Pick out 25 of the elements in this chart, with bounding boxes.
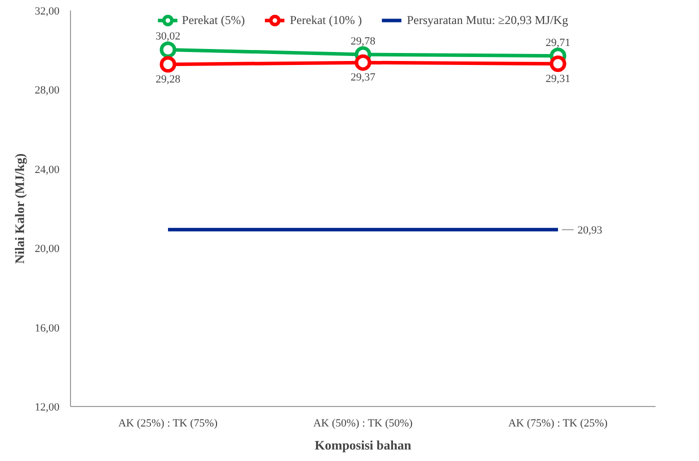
legend-label: Persyaratan Mutu: ≥20,93 MJ/Kg [406,12,568,28]
y-tick-label: 12,00 [34,402,60,414]
data-label: 29,78 [350,35,376,48]
y-tick-label: 20,00 [34,243,60,256]
x-tick-label: AK (75%) : TK (25%) [508,418,608,430]
data-label: 29,37 [350,72,376,84]
x-tick-label: AK (25%) : TK (75%) [118,418,218,430]
y-tick-label: 16,00 [34,322,60,334]
data-label: 20,93 [578,224,603,237]
data-label: 29,31 [546,72,570,85]
legend-label: Perekat (5%) [182,12,245,28]
point [354,54,372,71]
data-label: 29,71 [546,36,570,49]
y-tick-label: 32,00 [34,6,60,18]
legend-label: Perekat (10% ) [290,12,362,28]
x-axis-title: Komposisi bahan [314,438,412,452]
x-tick-label: AK (50%) : TK (50%) [313,418,413,430]
point [160,56,176,73]
point [160,41,176,58]
y-tick-label: 28,00 [34,84,60,97]
data-label: 30,02 [156,30,180,43]
y-axis-title: Nilai Kalor (MJ/kg) [12,153,27,264]
point [550,56,566,72]
y-tick-label: 24,00 [34,164,60,176]
data-label: 29,28 [156,73,181,86]
